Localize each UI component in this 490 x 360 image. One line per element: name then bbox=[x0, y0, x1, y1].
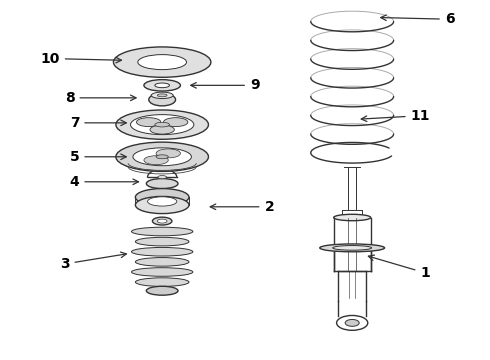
Text: 2: 2 bbox=[210, 200, 274, 214]
Text: 10: 10 bbox=[40, 51, 122, 66]
Ellipse shape bbox=[155, 122, 170, 127]
Ellipse shape bbox=[135, 257, 189, 266]
Ellipse shape bbox=[116, 142, 208, 171]
Ellipse shape bbox=[155, 83, 170, 87]
Ellipse shape bbox=[116, 110, 208, 139]
Ellipse shape bbox=[131, 247, 193, 256]
Text: 11: 11 bbox=[361, 109, 430, 123]
Text: 1: 1 bbox=[368, 255, 430, 280]
Text: 6: 6 bbox=[381, 12, 454, 26]
Ellipse shape bbox=[337, 315, 368, 330]
Text: 4: 4 bbox=[70, 175, 139, 189]
Ellipse shape bbox=[151, 92, 173, 99]
Ellipse shape bbox=[147, 286, 178, 295]
Ellipse shape bbox=[135, 278, 189, 287]
Ellipse shape bbox=[135, 237, 189, 246]
Text: 7: 7 bbox=[70, 116, 126, 130]
Ellipse shape bbox=[135, 189, 189, 206]
Ellipse shape bbox=[334, 214, 371, 221]
Ellipse shape bbox=[333, 246, 371, 250]
Ellipse shape bbox=[157, 94, 167, 97]
Text: 8: 8 bbox=[65, 91, 136, 105]
Ellipse shape bbox=[144, 80, 180, 91]
Ellipse shape bbox=[320, 244, 385, 252]
Ellipse shape bbox=[147, 197, 177, 206]
Ellipse shape bbox=[164, 118, 188, 127]
Ellipse shape bbox=[147, 179, 178, 189]
Ellipse shape bbox=[130, 114, 194, 135]
Text: 3: 3 bbox=[60, 252, 126, 271]
Ellipse shape bbox=[137, 118, 161, 127]
Ellipse shape bbox=[158, 176, 167, 179]
Ellipse shape bbox=[138, 55, 187, 69]
Ellipse shape bbox=[345, 319, 359, 326]
Ellipse shape bbox=[114, 47, 211, 77]
Ellipse shape bbox=[133, 148, 192, 166]
Text: 5: 5 bbox=[70, 150, 126, 164]
Ellipse shape bbox=[150, 125, 174, 134]
Ellipse shape bbox=[135, 197, 189, 213]
Ellipse shape bbox=[156, 149, 180, 158]
Ellipse shape bbox=[131, 268, 193, 276]
Ellipse shape bbox=[152, 217, 172, 225]
Ellipse shape bbox=[156, 155, 168, 159]
Ellipse shape bbox=[144, 156, 168, 165]
Text: 9: 9 bbox=[191, 78, 260, 92]
Ellipse shape bbox=[157, 219, 167, 223]
Ellipse shape bbox=[131, 227, 193, 236]
Ellipse shape bbox=[149, 93, 175, 106]
